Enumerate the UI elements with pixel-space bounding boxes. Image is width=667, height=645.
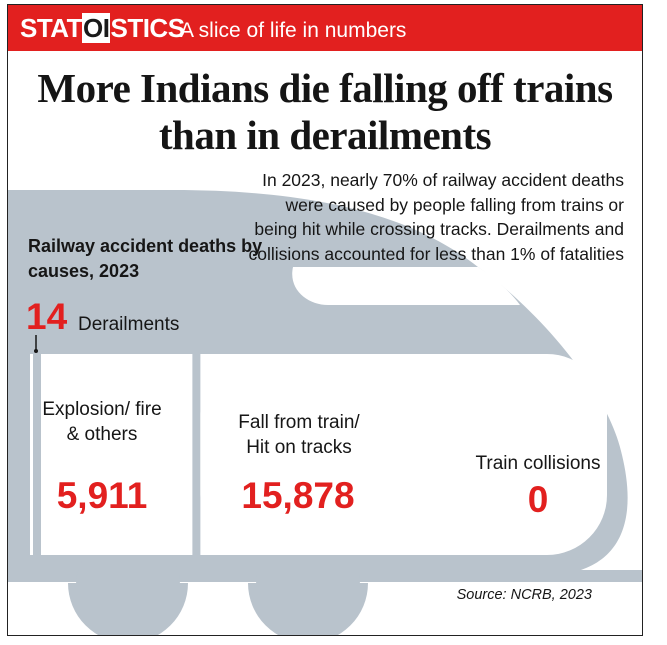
- banner-tagline: A slice of life in numbers: [180, 19, 407, 42]
- statoistics-banner: STATOISTICS A slice of life in numbers: [8, 5, 642, 51]
- wheel-arch-left: [68, 583, 188, 635]
- collisions-label: Train collisions: [475, 453, 601, 474]
- explosion-label: Explosion/ fire & others: [42, 399, 162, 445]
- derailment-pointer-dot: [34, 349, 38, 353]
- train-illustration: [8, 190, 642, 635]
- fall-value: 15,878: [241, 475, 355, 516]
- intro-text: In 2023, nearly 70% of railway accident …: [248, 170, 624, 264]
- headline: More Indians die falling off trains than…: [37, 65, 613, 158]
- derailments-label: Derailments: [78, 314, 180, 335]
- derailments-value: 14: [26, 296, 68, 337]
- statoistics-logo: STATOISTICS: [20, 13, 185, 43]
- infographic-card: STATOISTICS A slice of life in numbers M…: [7, 4, 643, 636]
- source-note: Source: NCRB, 2023: [456, 587, 592, 603]
- train-window-stripe: [292, 267, 520, 305]
- wheel-arch-right: [248, 583, 368, 635]
- chart-title: Railway accident deaths by causes, 2023: [28, 236, 263, 281]
- bar-derailments: [30, 354, 33, 555]
- bar-fall-hit-tracks: [200, 354, 608, 555]
- bar-fall-hit-tracks-left-edge: [200, 354, 281, 555]
- explosion-value: 5,911: [56, 475, 148, 516]
- bar-explosion-fire-others: [41, 354, 193, 555]
- fall-label: Fall from train/ Hit on tracks: [238, 412, 360, 458]
- collisions-value: 0: [527, 479, 549, 520]
